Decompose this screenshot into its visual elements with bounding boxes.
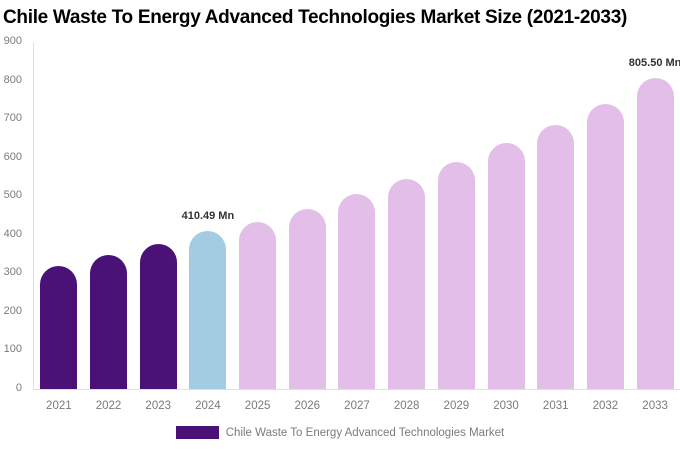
y-tick-200: 200 <box>3 304 22 317</box>
x-axis-line <box>33 389 680 390</box>
bar-2028[interactable] <box>388 178 426 389</box>
bar-slot-2026 <box>282 42 332 389</box>
bar-2033[interactable] <box>636 78 674 389</box>
y-tick-100: 100 <box>3 343 22 356</box>
bar-slot-2024: 410.49 Mn <box>181 42 235 389</box>
plot-area: 410.49 Mn 805.50 Mn <box>34 42 680 389</box>
x-axis-tick-labels: 2021 2022 2023 2024 2025 2026 2027 2028 2029 2030… <box>34 400 680 412</box>
bar-2029[interactable] <box>437 162 475 389</box>
x-label-2021: 2021 <box>46 400 72 412</box>
bar-2031[interactable] <box>537 124 575 389</box>
x-label-2025: 2025 <box>244 400 271 412</box>
bar-slot-2031 <box>531 42 581 389</box>
bar-2021[interactable] <box>40 265 78 389</box>
bar-slot-2023 <box>133 42 183 389</box>
x-label-2027: 2027 <box>344 400 370 412</box>
value-label-2024: 410.49 Mn <box>181 209 235 222</box>
y-tick-700: 700 <box>3 112 22 125</box>
x-label-2032: 2032 <box>592 400 619 412</box>
x-label-2023: 2023 <box>145 400 172 412</box>
y-axis-tick-labels: 0 100 200 300 400 500 600 700 800 900 <box>0 36 22 394</box>
bar-2027[interactable] <box>338 193 376 389</box>
y-tick-400: 400 <box>3 227 22 240</box>
y-tick-300: 300 <box>3 266 22 279</box>
y-tick-800: 800 <box>3 73 22 86</box>
bar-slot-2028 <box>382 42 432 389</box>
bar-2026[interactable] <box>288 208 326 389</box>
chart-title: Chile Waste To Energy Advanced Technolog… <box>3 7 627 28</box>
x-label-2022: 2022 <box>95 400 122 412</box>
legend-label: Chile Waste To Energy Advanced Technolog… <box>225 426 505 439</box>
bar-slot-2030 <box>481 42 531 389</box>
bar-2032[interactable] <box>586 103 624 389</box>
x-label-2028: 2028 <box>393 400 420 412</box>
bar-slot-2027 <box>332 42 382 389</box>
legend-swatch <box>175 426 219 439</box>
bar-2022[interactable] <box>90 255 128 389</box>
y-tick-0: 0 <box>15 382 22 394</box>
y-tick-500: 500 <box>3 189 22 202</box>
bar-slot-2025 <box>233 42 283 389</box>
y-axis-line <box>33 42 34 389</box>
bar-slot-2022 <box>84 42 134 389</box>
value-label-2033: 805.50 Mn <box>628 57 680 70</box>
x-label-2024: 2024 <box>195 400 221 412</box>
x-label-2026: 2026 <box>294 400 321 412</box>
y-tick-900: 900 <box>3 35 22 47</box>
y-tick-600: 600 <box>3 150 22 163</box>
bar-2023[interactable] <box>139 244 177 389</box>
x-label-2029: 2029 <box>443 400 470 412</box>
bar-2024[interactable] <box>189 230 227 389</box>
bar-2030[interactable] <box>487 143 525 389</box>
bar-2025[interactable] <box>239 221 277 389</box>
x-label-2031: 2031 <box>542 400 569 412</box>
bar-slot-2021 <box>34 42 84 389</box>
bar-slot-2033: 805.50 Mn <box>628 42 680 389</box>
legend[interactable]: Chile Waste To Energy Advanced Technolog… <box>0 426 680 439</box>
bar-slot-2029 <box>432 42 482 389</box>
x-label-2033: 2033 <box>642 400 668 412</box>
x-label-2030: 2030 <box>493 400 519 412</box>
bar-slot-2032 <box>581 42 631 389</box>
